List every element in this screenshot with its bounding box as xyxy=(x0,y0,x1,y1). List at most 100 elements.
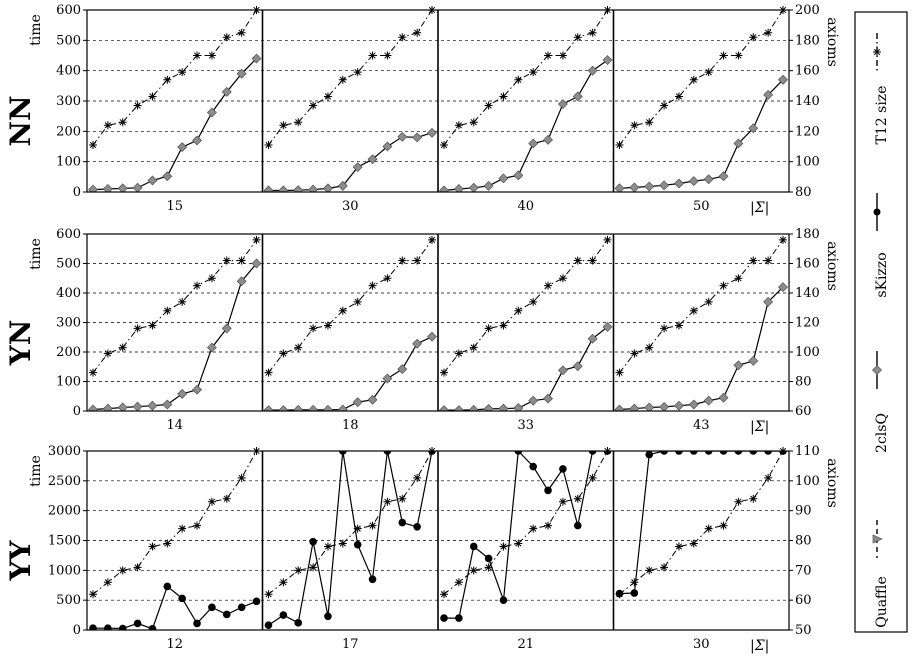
axioms-tick-label: 180 xyxy=(795,33,820,48)
axioms-series-line xyxy=(268,9,433,146)
axioms-series-line xyxy=(268,239,433,373)
sigma-tick-label: 40 xyxy=(517,199,534,214)
2clsq-point xyxy=(688,399,699,410)
skizzo-point xyxy=(193,619,201,628)
axioms-point xyxy=(749,494,758,503)
axioms-axis-label: axioms xyxy=(824,241,840,291)
axioms-point xyxy=(103,121,112,130)
axioms-point xyxy=(118,118,127,127)
legend-entry: sKizzo xyxy=(873,193,890,298)
skizzo-point xyxy=(222,610,231,619)
2clsq-point xyxy=(177,142,188,153)
axioms-tick-label: 60 xyxy=(795,404,812,419)
2clsq-point xyxy=(352,162,363,173)
axioms-point xyxy=(630,578,639,587)
skizzo-point xyxy=(133,619,142,628)
skizzo-point xyxy=(573,521,582,530)
skizzo-point xyxy=(529,462,537,471)
axioms-tick-label: 100 xyxy=(795,474,820,489)
axioms-point xyxy=(645,566,654,575)
axioms-point xyxy=(338,306,347,315)
solver-series xyxy=(615,451,787,598)
axioms-tick-label: 140 xyxy=(795,94,820,109)
axioms-point xyxy=(383,497,392,506)
axioms-point xyxy=(398,494,407,503)
2clsq-point xyxy=(587,333,598,344)
skizzo-point xyxy=(690,451,698,455)
axioms-series-line xyxy=(443,9,608,146)
skizzo-point xyxy=(148,625,157,630)
solver-series-line xyxy=(93,585,257,630)
skizzo-point xyxy=(163,582,172,591)
solver-series xyxy=(614,74,788,192)
axioms-point xyxy=(207,51,216,60)
2clsq-point xyxy=(382,141,393,152)
time-tick-label: 1500 xyxy=(48,534,81,549)
legend: Quaffle 2clsQ sKizzo T12 size xyxy=(854,11,908,633)
axioms-point xyxy=(133,563,142,572)
2clsq-point xyxy=(763,90,774,100)
2clsq-point xyxy=(557,99,568,109)
axioms-point xyxy=(779,235,787,244)
2clsq-point xyxy=(117,402,128,411)
solver-series xyxy=(439,55,613,192)
time-axis-label: time xyxy=(28,238,44,270)
axioms-point xyxy=(118,343,127,352)
2clsq-point xyxy=(733,138,744,149)
axioms-point xyxy=(398,256,407,265)
2clsq-point xyxy=(602,322,613,332)
axioms-point xyxy=(529,297,538,306)
axioms-point xyxy=(222,256,231,265)
2clsq-point xyxy=(293,185,304,192)
axioms-point xyxy=(148,542,157,551)
axioms-point xyxy=(338,75,347,84)
skizzo-point xyxy=(455,614,463,622)
solver-series-line xyxy=(444,451,608,619)
2clsq-point xyxy=(221,323,232,334)
2clsq-point xyxy=(629,403,640,411)
skizzo-point xyxy=(779,451,787,455)
2clsq-point xyxy=(88,404,98,411)
axioms-point xyxy=(588,473,597,482)
2clsq-point xyxy=(572,91,583,102)
skizzo-point xyxy=(615,589,624,598)
axioms-point xyxy=(689,539,698,548)
skizzo-point xyxy=(264,621,273,630)
axioms-point xyxy=(89,590,97,599)
axioms-point xyxy=(469,343,478,352)
axioms-point xyxy=(279,121,288,130)
axioms-point xyxy=(469,566,478,575)
axioms-point xyxy=(163,539,172,548)
legend-marker xyxy=(873,208,881,216)
axioms-point xyxy=(148,92,157,101)
axioms-point xyxy=(660,324,669,333)
axioms-point xyxy=(222,494,231,503)
2clsq-point xyxy=(308,184,319,192)
axioms-tick-label: 180 xyxy=(795,227,820,242)
axioms-point xyxy=(499,542,508,551)
2clsq-point xyxy=(221,86,232,97)
axioms-point xyxy=(237,28,246,37)
axioms-point xyxy=(338,539,347,548)
solver-series xyxy=(614,282,788,411)
axioms-point xyxy=(398,33,407,42)
solver-series xyxy=(440,451,612,622)
2clsq-point xyxy=(498,403,509,411)
axioms-point xyxy=(499,321,508,330)
2clsq-point xyxy=(748,123,759,134)
axioms-point xyxy=(237,256,246,265)
skizzo-point xyxy=(719,451,728,455)
skizzo-point xyxy=(118,624,127,630)
axioms-point xyxy=(514,306,523,315)
2clsq-point xyxy=(102,403,113,411)
2clsq-point xyxy=(308,404,319,411)
axioms-tick-label: 140 xyxy=(795,286,820,301)
2clsq-point xyxy=(147,400,158,411)
2clsq-point xyxy=(88,184,98,192)
solver-series-line xyxy=(92,263,257,411)
2clsq-point xyxy=(278,405,289,411)
axioms-point xyxy=(264,140,273,149)
2clsq-point xyxy=(453,184,464,192)
skizzo-point xyxy=(104,624,112,630)
